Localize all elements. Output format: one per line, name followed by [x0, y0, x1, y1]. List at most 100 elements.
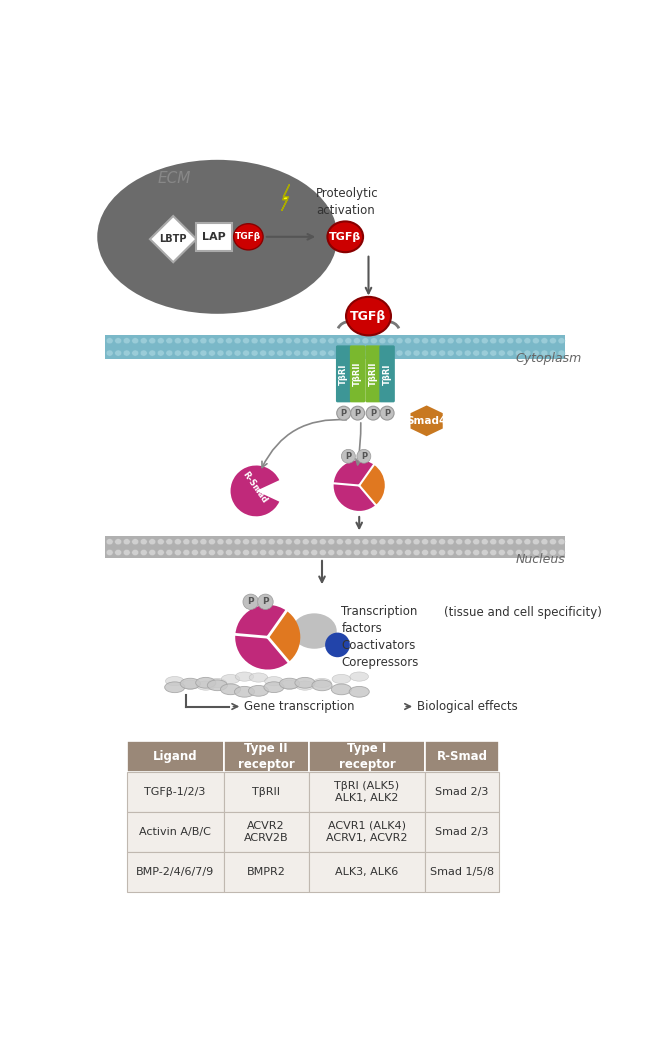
- Ellipse shape: [481, 350, 489, 356]
- Ellipse shape: [158, 550, 164, 556]
- Ellipse shape: [114, 338, 122, 344]
- Ellipse shape: [180, 678, 200, 689]
- Ellipse shape: [175, 550, 181, 556]
- Ellipse shape: [175, 538, 181, 544]
- Text: Proteolytic
activation: Proteolytic activation: [316, 187, 379, 217]
- Ellipse shape: [106, 550, 113, 556]
- Ellipse shape: [183, 538, 190, 544]
- Ellipse shape: [175, 350, 181, 356]
- Text: Activin A/B/C: Activin A/B/C: [139, 827, 211, 838]
- Ellipse shape: [549, 350, 557, 356]
- Text: Type II
receptor: Type II receptor: [238, 742, 294, 771]
- Ellipse shape: [209, 338, 215, 344]
- Circle shape: [325, 633, 350, 657]
- Ellipse shape: [481, 338, 489, 344]
- Ellipse shape: [311, 550, 318, 556]
- Ellipse shape: [123, 538, 130, 544]
- Ellipse shape: [532, 338, 540, 344]
- Ellipse shape: [166, 338, 173, 344]
- Text: Gene transcription: Gene transcription: [244, 700, 354, 713]
- Ellipse shape: [430, 550, 437, 556]
- Ellipse shape: [149, 550, 156, 556]
- Ellipse shape: [362, 338, 369, 344]
- Bar: [196, 223, 232, 250]
- Ellipse shape: [464, 550, 471, 556]
- Ellipse shape: [396, 350, 403, 356]
- Text: Smad4: Smad4: [406, 416, 447, 426]
- Ellipse shape: [149, 350, 156, 356]
- Ellipse shape: [311, 350, 318, 356]
- Ellipse shape: [226, 538, 232, 544]
- Ellipse shape: [302, 550, 309, 556]
- Ellipse shape: [234, 338, 241, 344]
- Ellipse shape: [208, 678, 227, 687]
- Ellipse shape: [532, 550, 540, 556]
- Ellipse shape: [226, 338, 232, 344]
- Ellipse shape: [221, 675, 240, 683]
- Ellipse shape: [379, 350, 386, 356]
- Ellipse shape: [541, 550, 548, 556]
- Ellipse shape: [422, 550, 428, 556]
- Ellipse shape: [439, 338, 445, 344]
- Ellipse shape: [515, 350, 523, 356]
- Ellipse shape: [524, 338, 531, 344]
- Ellipse shape: [413, 538, 420, 544]
- Ellipse shape: [473, 338, 480, 344]
- Ellipse shape: [249, 673, 267, 682]
- Ellipse shape: [158, 350, 164, 356]
- Ellipse shape: [328, 350, 335, 356]
- Ellipse shape: [268, 338, 275, 344]
- Ellipse shape: [507, 538, 514, 544]
- Ellipse shape: [311, 538, 318, 544]
- Ellipse shape: [345, 538, 352, 544]
- Ellipse shape: [131, 338, 139, 344]
- Ellipse shape: [226, 350, 232, 356]
- Ellipse shape: [473, 350, 480, 356]
- Ellipse shape: [209, 538, 215, 544]
- Text: P: P: [247, 598, 254, 606]
- Ellipse shape: [277, 350, 284, 356]
- Ellipse shape: [181, 680, 199, 689]
- Ellipse shape: [302, 538, 309, 544]
- Ellipse shape: [251, 550, 258, 556]
- Ellipse shape: [149, 538, 156, 544]
- Ellipse shape: [464, 350, 471, 356]
- Ellipse shape: [220, 684, 241, 695]
- Ellipse shape: [234, 686, 254, 697]
- Text: Smad 2/3: Smad 2/3: [435, 787, 489, 797]
- Ellipse shape: [268, 350, 275, 356]
- Ellipse shape: [285, 538, 292, 544]
- FancyBboxPatch shape: [336, 345, 351, 403]
- Ellipse shape: [456, 338, 462, 344]
- Ellipse shape: [362, 538, 369, 544]
- Text: TβRI: TβRI: [339, 363, 348, 385]
- Text: BMPR2: BMPR2: [247, 867, 286, 877]
- Bar: [224, 772, 309, 812]
- Ellipse shape: [464, 538, 471, 544]
- Wedge shape: [334, 460, 375, 511]
- Ellipse shape: [209, 550, 215, 556]
- Ellipse shape: [405, 350, 411, 356]
- Ellipse shape: [524, 550, 531, 556]
- Ellipse shape: [123, 550, 130, 556]
- Ellipse shape: [447, 550, 454, 556]
- Text: TβRI: TβRI: [383, 363, 392, 385]
- Ellipse shape: [249, 685, 269, 697]
- Ellipse shape: [235, 672, 254, 681]
- Ellipse shape: [405, 550, 411, 556]
- Ellipse shape: [243, 550, 250, 556]
- Text: ACVR2
ACRV2B: ACVR2 ACRV2B: [244, 821, 288, 843]
- Ellipse shape: [473, 550, 480, 556]
- Text: Ligand: Ligand: [153, 750, 198, 763]
- Ellipse shape: [515, 550, 523, 556]
- Ellipse shape: [328, 221, 363, 252]
- Ellipse shape: [422, 338, 428, 344]
- Text: LBTP: LBTP: [160, 234, 187, 244]
- Ellipse shape: [97, 160, 337, 314]
- Ellipse shape: [328, 550, 335, 556]
- Ellipse shape: [336, 338, 343, 344]
- Ellipse shape: [165, 682, 185, 693]
- Ellipse shape: [268, 550, 275, 556]
- Bar: [224, 742, 309, 772]
- Ellipse shape: [370, 350, 377, 356]
